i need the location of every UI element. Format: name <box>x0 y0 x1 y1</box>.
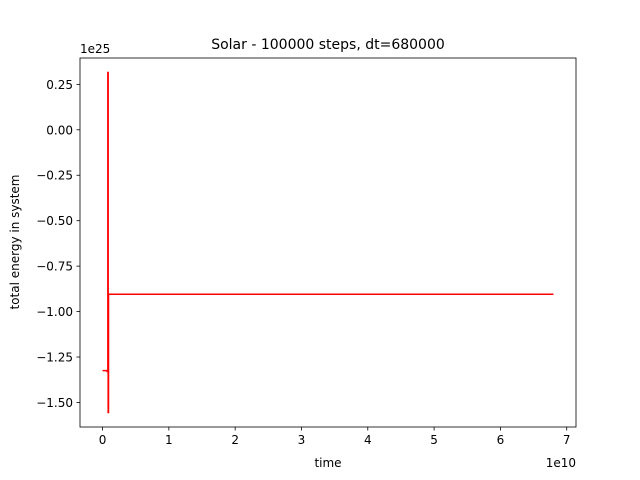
y-axis-offset-label: 1e25 <box>80 42 110 56</box>
chart-title: Solar - 100000 steps, dt=680000 <box>211 37 445 53</box>
x-tick-label: 3 <box>298 433 306 447</box>
y-tick-label: −0.50 <box>36 214 73 228</box>
x-tick-label: 1 <box>165 433 173 447</box>
y-tick-label: −0.25 <box>36 169 73 183</box>
y-tick-label: 0.00 <box>46 123 73 137</box>
x-axis-offset-label: 1e10 <box>546 456 576 470</box>
x-tick-label: 4 <box>364 433 372 447</box>
y-tick-label: −1.50 <box>36 396 73 410</box>
y-tick-label: −1.00 <box>36 305 73 319</box>
y-tick-label: −1.25 <box>36 351 73 365</box>
y-axis-label: total energy in system <box>8 174 22 309</box>
x-tick-label: 0 <box>99 433 107 447</box>
y-tick-label: 0.25 <box>46 78 73 92</box>
x-axis-label: time <box>314 456 341 470</box>
x-tick-label: 2 <box>231 433 239 447</box>
axes-frame <box>79 57 577 428</box>
x-tick-label: 7 <box>563 433 571 447</box>
y-tick-label: −0.75 <box>36 260 73 274</box>
series-line-0 <box>102 71 554 414</box>
x-tick-label: 5 <box>430 433 438 447</box>
x-tick-label: 6 <box>497 433 505 447</box>
plot-area: 0 1 2 3 4 5 6 7 0.25 0.00 −0.25 −0.50 −0.75 −1.00 −1.2… <box>36 57 577 447</box>
